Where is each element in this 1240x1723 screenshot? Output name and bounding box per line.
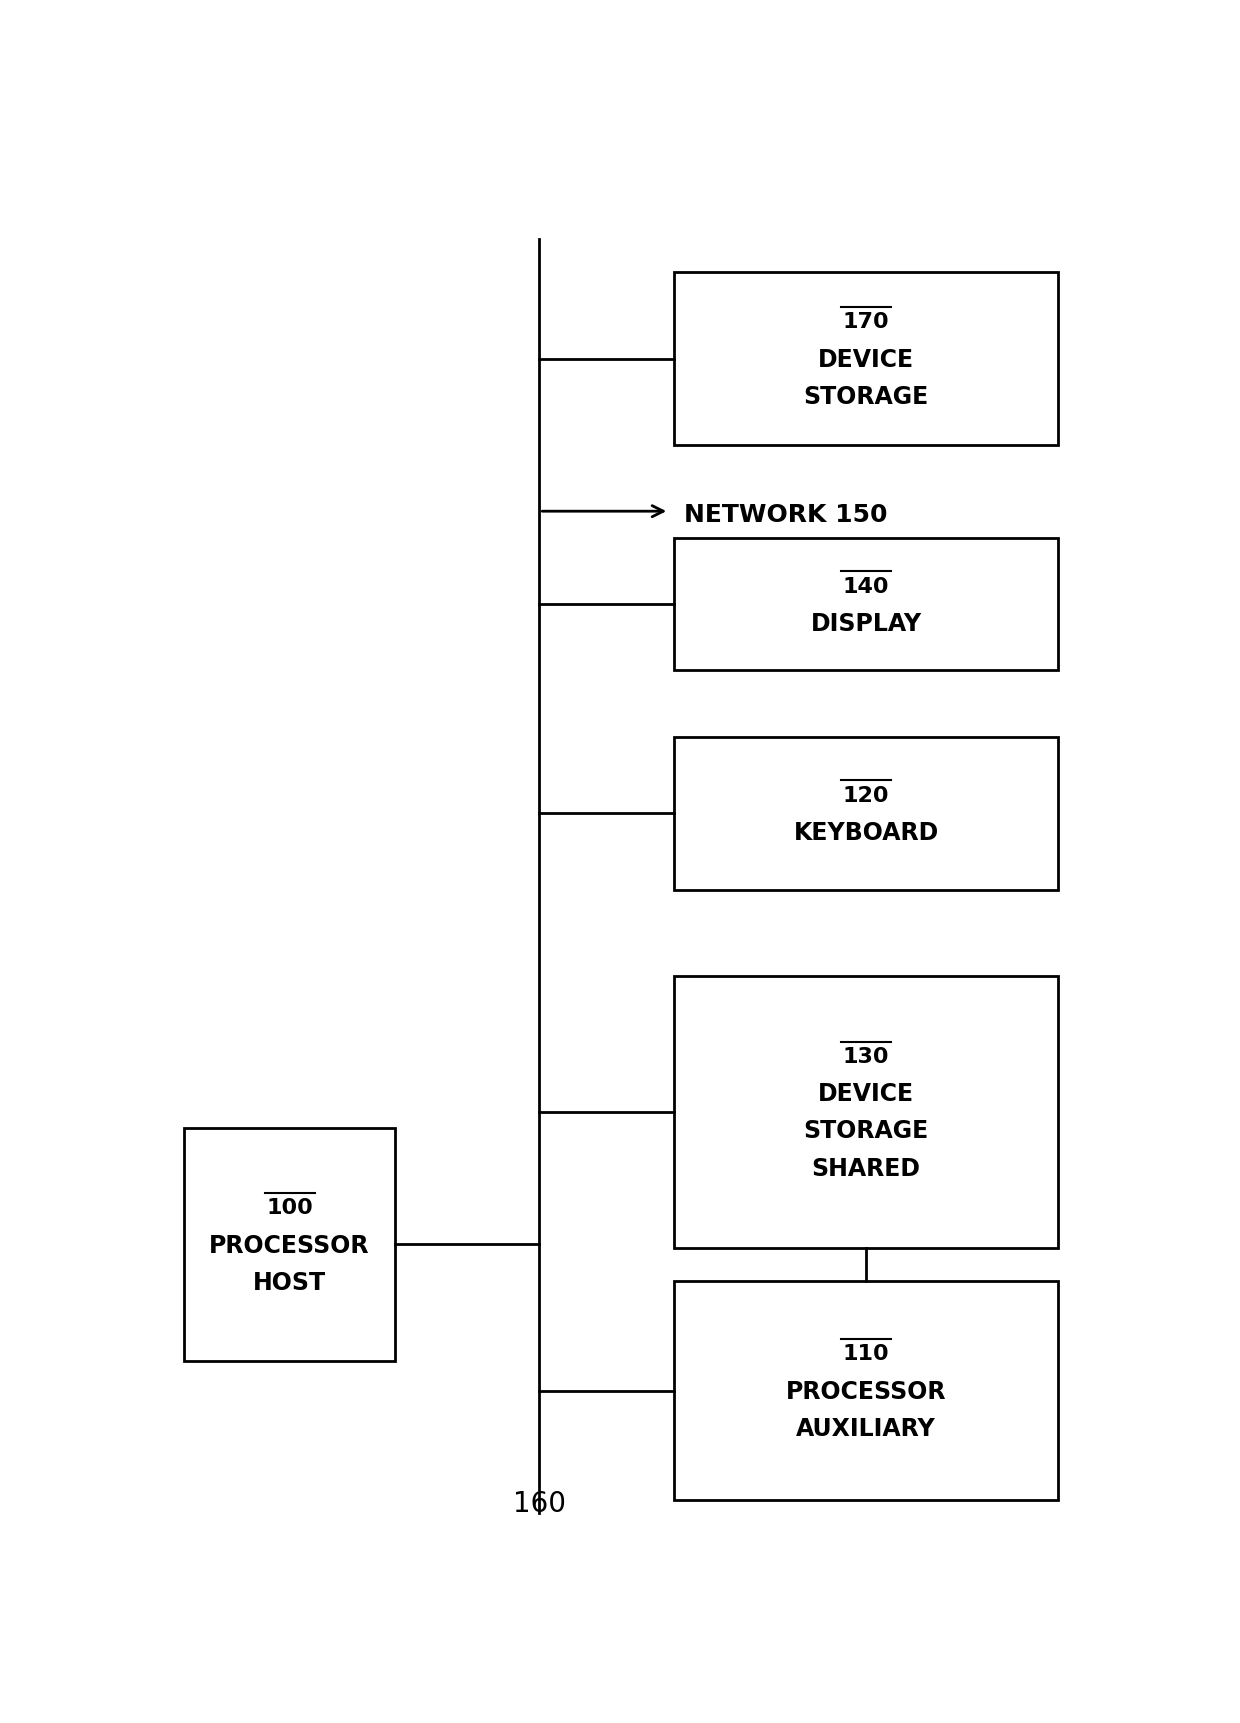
Text: PROCESSOR: PROCESSOR [786, 1378, 946, 1403]
Text: 100: 100 [267, 1197, 312, 1218]
Text: 140: 140 [843, 575, 889, 596]
Text: DEVICE: DEVICE [818, 348, 914, 372]
Text: KEYBOARD: KEYBOARD [794, 820, 939, 844]
Text: STORAGE: STORAGE [804, 1118, 929, 1142]
Bar [675, 1282, 1059, 1501]
Text: 110: 110 [843, 1344, 889, 1363]
Bar [675, 272, 1059, 446]
Text: NETWORK 150: NETWORK 150 [683, 503, 887, 527]
Bar [675, 538, 1059, 670]
Text: 120: 120 [843, 786, 889, 805]
Text: DISPLAY: DISPLAY [811, 612, 921, 636]
Bar [184, 1129, 396, 1361]
Text: SHARED: SHARED [812, 1156, 920, 1180]
Bar [675, 737, 1059, 891]
Text: HOST: HOST [253, 1270, 326, 1294]
Text: PROCESSOR: PROCESSOR [210, 1234, 370, 1256]
Bar [675, 977, 1059, 1247]
Text: 170: 170 [843, 312, 889, 333]
Text: AUXILIARY: AUXILIARY [796, 1416, 936, 1440]
Text: 130: 130 [843, 1046, 889, 1067]
Text: 160: 160 [513, 1490, 565, 1518]
Text: STORAGE: STORAGE [804, 384, 929, 408]
Text: DEVICE: DEVICE [818, 1082, 914, 1106]
